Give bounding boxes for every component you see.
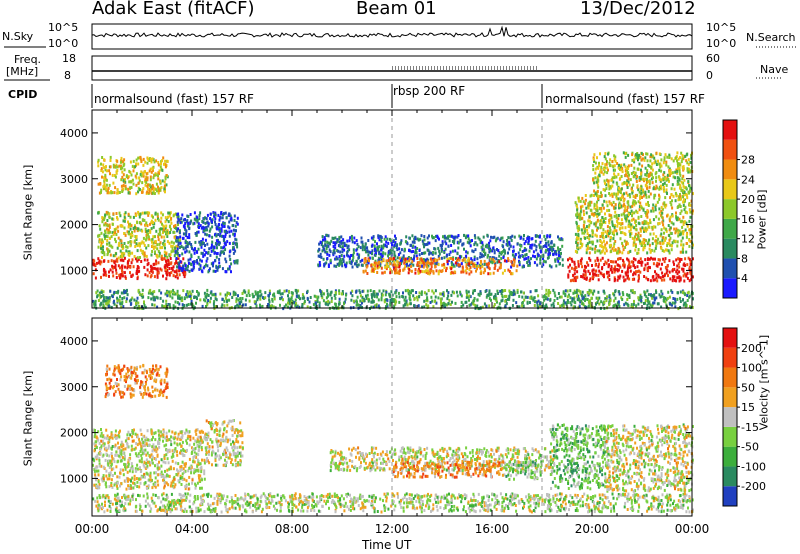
power-panel-colorbar-swatch: [723, 159, 737, 180]
velocity-panel-colorbar-swatch: [723, 466, 737, 487]
nave-tick-high: 60: [706, 52, 720, 65]
power-panel-ytick-label: 4000: [60, 127, 88, 140]
power-panel-region: [362, 256, 519, 276]
velocity-panel-colorbar-tick-label: -200: [741, 480, 766, 493]
power-panel-colorbar-frame: [722, 119, 738, 299]
velocity-panel-region: [392, 460, 506, 479]
power-panel-colorbar-swatch: [723, 139, 737, 160]
cpid-label: CPID: [8, 88, 38, 101]
power-panel-region: [92, 288, 694, 311]
velocity-panel-region: [204, 419, 244, 468]
velocity-panel-colorbar-swatch: [723, 407, 737, 427]
power-panel-colorbar-swatch: [723, 179, 737, 200]
beam-label: Beam 01: [356, 0, 437, 19]
power-panel-colorbar-swatch: [723, 120, 737, 140]
freq-label: Freq.: [14, 53, 42, 66]
cpid-segment-label: normalsound (fast) 157 RF: [545, 92, 705, 106]
power-panel-colorbar-swatch: [723, 278, 737, 298]
power-panel-colorbar-tick-label: 20: [741, 193, 755, 206]
velocity-panel-colorbar-swatch: [723, 486, 737, 506]
power-panel-region: [92, 256, 187, 281]
velocity-panel-colorbar-tick-label: 50: [741, 381, 755, 394]
power-panel-region: [567, 256, 694, 283]
velocity-panel-ytick-label: 4000: [60, 335, 88, 348]
velocity-panel-ytick-label: 2000: [60, 427, 88, 440]
nsky-tick-high: 10^5: [48, 21, 79, 34]
nsearch-tick-high: 10^5: [706, 21, 737, 34]
nsky-tick-low: 10^0: [48, 37, 79, 50]
cpid-segment-label: normalsound (fast) 157 RF: [94, 92, 254, 106]
freq-unit-label: [MHz]: [6, 65, 39, 78]
power-panel-ytick-label: 3000: [60, 173, 88, 186]
freq-strip: [91, 55, 693, 81]
velocity-panel-region: [604, 423, 694, 493]
x-tick-label: 20:00: [575, 522, 610, 536]
velocity-panel-colorbar-swatch: [723, 426, 737, 447]
power-panel-colorbar-swatch: [723, 218, 737, 239]
velocity-panel-colorbar-swatch: [723, 387, 737, 408]
velocity-panel-region: [549, 423, 607, 491]
nsky-series-line: [91, 25, 693, 38]
freq-tick-high: 18: [62, 52, 76, 65]
velocity-panel-region: [104, 363, 169, 399]
velocity-panel-colorbar-tick-label: -100: [741, 460, 766, 473]
velocity-panel-colorbar-swatch: [723, 347, 737, 368]
velocity-panel-colorbar-tick-label: -50: [741, 441, 759, 454]
power-panel-colorbar-tick-label: 24: [741, 173, 755, 186]
x-tick-label: 04:00: [175, 522, 210, 536]
power-panel-colorbar-swatch: [723, 238, 737, 259]
cpid-segment-label: rbsp 200 RF: [393, 84, 466, 98]
x-tick-label: 16:00: [475, 522, 510, 536]
velocity-panel-ytick-label: 3000: [60, 381, 88, 394]
velocity-panel-region: [505, 460, 543, 481]
power-panel-region: [574, 192, 694, 255]
velocity-panel-colorbar-swatch: [723, 446, 737, 467]
x-tick-label: 12:00: [375, 522, 410, 536]
power-panel-region: [174, 211, 239, 274]
x-tick-label: 08:00: [275, 522, 310, 536]
velocity-panel-region: [92, 428, 206, 491]
power-panel-ytick-label: 1000: [60, 264, 88, 277]
power-panel-region: [592, 151, 694, 196]
x-tick-label: 00:00: [675, 522, 710, 536]
power-panel-colorbar-swatch: [723, 258, 737, 279]
power-panel-ytick-label: 2000: [60, 219, 88, 232]
power-panel-colorbar-tick-label: 4: [741, 272, 748, 285]
x-axis-title: Time UT: [362, 538, 412, 552]
nave-label: Nave: [760, 63, 789, 76]
velocity-panel-colorbar-tick-label: 100: [741, 362, 762, 375]
velocity-panel-colorbar-tick-label: 200: [741, 342, 762, 355]
nsearch-tick-low: 10^0: [706, 37, 737, 50]
power-panel-region: [97, 155, 169, 196]
velocity-panel-colorbar-frame: [722, 327, 738, 507]
x-tick-label: 00:00: [75, 522, 110, 536]
velocity-panel-ytick-label: 1000: [60, 472, 88, 485]
chart-title: Adak East (fitACF): [92, 0, 255, 19]
velocity-panel-colorbar-swatch: [723, 367, 737, 388]
velocity-panel-colorbar-tick-label: 15: [741, 401, 755, 414]
power-panel-colorbar-tick-label: 8: [741, 252, 748, 265]
nsearch-label: N.Search: [746, 31, 796, 44]
date-label: 13/Dec/2012: [580, 0, 696, 19]
power-panel-colorbar-tick-label: 12: [741, 233, 755, 246]
velocity-panel-colorbar-tick-label: -15: [741, 421, 759, 434]
velocity-panel-colorbar-swatch: [723, 328, 737, 348]
freq-tick-low: 8: [64, 69, 71, 82]
nsky-label: N.Sky: [2, 30, 34, 43]
power-panel-colorbar-tick-label: 28: [741, 154, 755, 167]
power-panel-colorbar-swatch: [723, 199, 737, 219]
power-panel-colorbar-tick-label: 16: [741, 213, 755, 226]
velocity-panel-region: [92, 492, 694, 514]
nave-tick-low: 0: [706, 69, 713, 82]
